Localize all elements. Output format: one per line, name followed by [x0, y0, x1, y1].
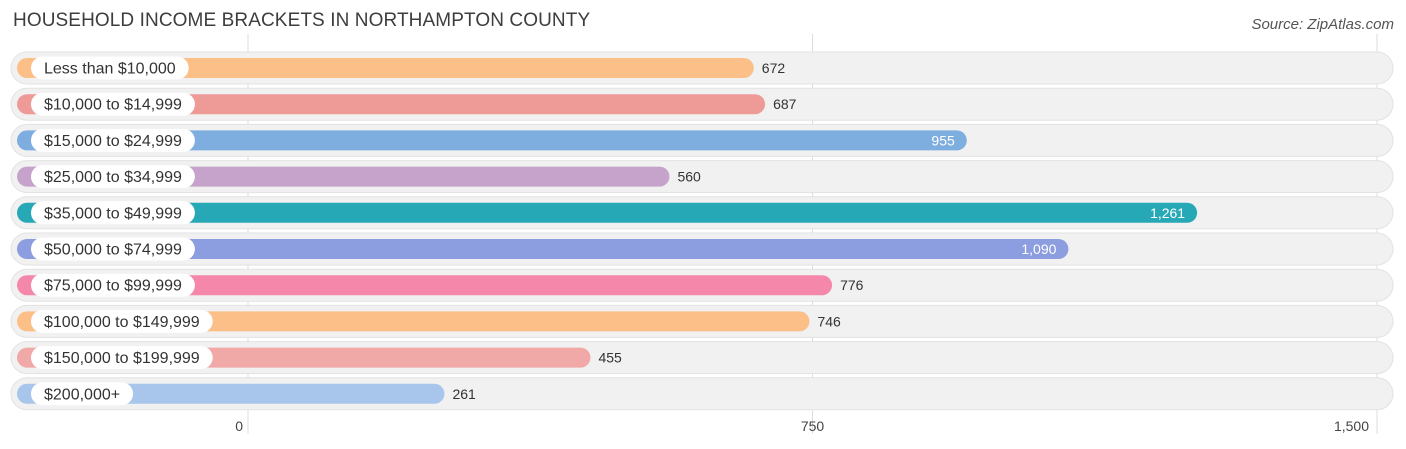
category-pill [31, 273, 195, 297]
value-label: 560 [677, 169, 701, 185]
category-label: $35,000 to $49,999 [44, 205, 182, 222]
bar [17, 94, 766, 115]
bar [17, 202, 1198, 223]
category-pill [31, 128, 195, 152]
value-label: 261 [452, 386, 476, 402]
category-label: $10,000 to $14,999 [44, 97, 182, 114]
value-label: 687 [773, 96, 797, 112]
category-pill [31, 165, 195, 189]
category-label: $75,000 to $99,999 [44, 278, 182, 295]
category-pill [31, 309, 213, 333]
category-pill [31, 56, 189, 80]
source-note: Source: ZipAtlas.com [1251, 16, 1394, 33]
x-tick-label: 1,500 [1334, 418, 1369, 434]
chart-title: HOUSEHOLD INCOME BRACKETS IN NORTHAMPTON… [13, 10, 591, 31]
bar [17, 275, 833, 296]
category-label: $100,000 to $149,999 [44, 314, 200, 331]
value-label: 746 [817, 313, 841, 329]
value-label: 1,090 [1021, 241, 1056, 257]
bar [17, 130, 967, 151]
bar [17, 58, 754, 78]
x-tick-label: 0 [235, 418, 243, 434]
x-axis: 0 750 1,500 [235, 418, 1369, 434]
bar-rows: Less than $10,000 672 $10,000 to $14,999 68… [10, 51, 1394, 411]
category-pill [31, 346, 213, 370]
category-label: $25,000 to $34,999 [44, 169, 182, 186]
category-pill [31, 201, 195, 225]
category-pill [31, 237, 195, 261]
category-label: Less than $10,000 [44, 61, 176, 78]
category-pill [31, 382, 134, 406]
value-label: 776 [840, 277, 864, 293]
x-tick-label: 750 [801, 418, 825, 434]
bar [17, 311, 810, 332]
value-label: 672 [762, 60, 786, 76]
category-pill [31, 92, 195, 116]
value-label: 455 [598, 350, 622, 366]
category-label: $200,000+ [44, 386, 120, 403]
category-label: $150,000 to $199,999 [44, 350, 200, 367]
category-label: $50,000 to $74,999 [44, 242, 182, 259]
category-label: $15,000 to $24,999 [44, 133, 182, 150]
bar [17, 239, 1069, 259]
value-label: 955 [931, 132, 955, 148]
value-label: 1,261 [1150, 205, 1185, 221]
